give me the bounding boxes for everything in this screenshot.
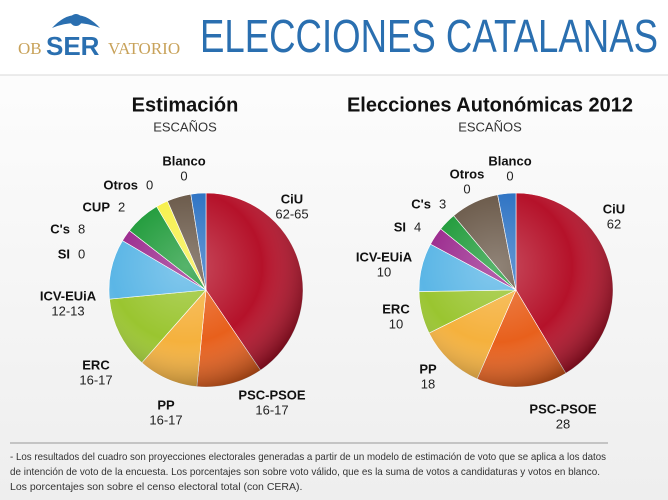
seat-label: 62 bbox=[607, 216, 621, 231]
page-title: ELECCIONES CATALANAS bbox=[200, 10, 658, 62]
seat-label: 18 bbox=[421, 376, 435, 391]
slice-label: PP bbox=[157, 397, 175, 412]
seat-label: 4 bbox=[414, 219, 421, 234]
pie-title: Elecciones Autonómicas 2012 bbox=[347, 94, 633, 116]
slice-label: C's bbox=[411, 196, 431, 211]
slice-label: Otros bbox=[450, 166, 485, 181]
seat-label: 3 bbox=[439, 196, 446, 211]
slice-label: PP bbox=[419, 361, 437, 376]
slice-label: CiU bbox=[603, 201, 625, 216]
slice-label: Blanco bbox=[162, 153, 205, 168]
footnote-line: Los porcentajes son sobre el censo elect… bbox=[10, 481, 302, 493]
header-band bbox=[0, 0, 668, 75]
pie-shading bbox=[109, 193, 303, 387]
slice-label: ICV-EUiA bbox=[356, 249, 413, 264]
slice-label: PSC-PSOE bbox=[529, 401, 597, 416]
seat-label: 12-13 bbox=[51, 303, 84, 318]
slice-label: PSC-PSOE bbox=[238, 387, 306, 402]
footnote-line: de intención de voto de la encuesta. Los… bbox=[10, 466, 600, 478]
seat-label: 0 bbox=[180, 168, 187, 183]
seat-label: 2 bbox=[118, 199, 125, 214]
seat-label: 62-65 bbox=[275, 206, 308, 221]
seat-label: 28 bbox=[556, 416, 570, 431]
seat-label: 16-17 bbox=[255, 402, 288, 417]
slice-label: ERC bbox=[82, 357, 110, 372]
pie-shading bbox=[419, 193, 613, 387]
seat-label: 16-17 bbox=[149, 412, 182, 427]
slice-label: SI bbox=[58, 246, 70, 261]
footnote-line: - Los resultados del cuadro son proyecci… bbox=[10, 451, 606, 463]
slice-label: SI bbox=[394, 219, 406, 234]
pie-subtitle: ESCAÑOS bbox=[153, 119, 217, 134]
seat-label: 10 bbox=[377, 264, 391, 279]
pie-subtitle: ESCAÑOS bbox=[458, 119, 522, 134]
logo-pupil bbox=[70, 14, 82, 26]
seat-label: 0 bbox=[78, 246, 85, 261]
slice-label: C's bbox=[50, 221, 70, 236]
pie-title: Estimación bbox=[132, 94, 239, 116]
slice-label: Blanco bbox=[488, 153, 531, 168]
seat-label: 8 bbox=[78, 221, 85, 236]
seat-label: 10 bbox=[389, 316, 403, 331]
logo-right: VATORIO bbox=[108, 39, 180, 58]
seat-label: 16-17 bbox=[79, 372, 112, 387]
slice-label: CUP bbox=[83, 199, 111, 214]
slice-label: CiU bbox=[281, 191, 303, 206]
seat-label: 0 bbox=[506, 168, 513, 183]
slice-label: ICV-EUiA bbox=[40, 288, 97, 303]
slice-label: ERC bbox=[382, 301, 410, 316]
slice-label: Otros bbox=[103, 177, 138, 192]
logo-left: OB bbox=[18, 39, 42, 58]
logo-middle: SER bbox=[46, 31, 100, 61]
seat-label: 0 bbox=[463, 181, 470, 196]
seat-label: 0 bbox=[146, 177, 153, 192]
